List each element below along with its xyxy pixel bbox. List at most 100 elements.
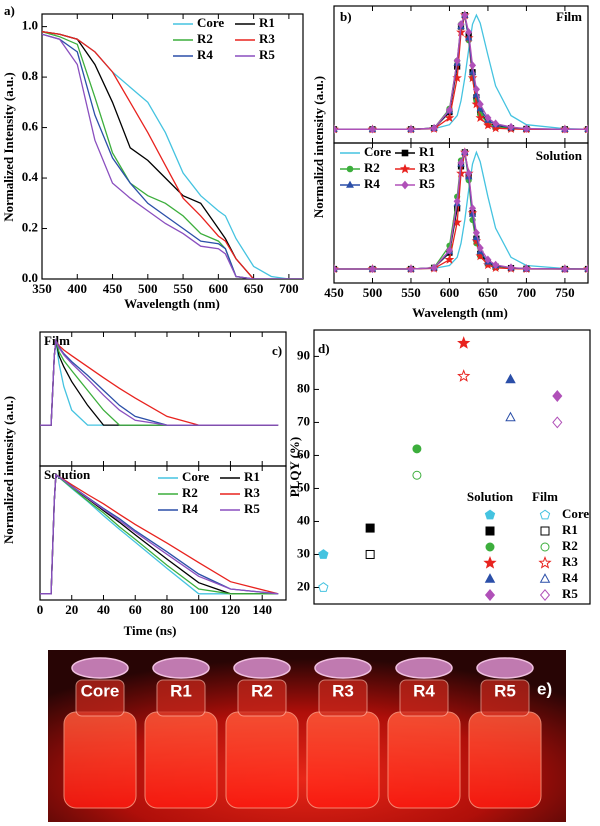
- legend-label: R1: [419, 144, 435, 159]
- legend-label: R3: [244, 485, 260, 500]
- marker: [457, 20, 465, 29]
- marker: [401, 149, 409, 157]
- y-axis-label: Normalized intensity (a.u.): [1, 396, 16, 544]
- y-tick-label: 0.4: [22, 169, 39, 184]
- y-tick-label: 60: [297, 446, 310, 461]
- x-tick-label: 140: [252, 602, 272, 617]
- y-tick-label: 0.0: [22, 270, 38, 285]
- y-tick-label: 0.8: [22, 68, 39, 83]
- legend-label: R3: [259, 31, 275, 46]
- marker: [561, 264, 569, 274]
- series-line: [40, 473, 279, 595]
- marker: [505, 373, 516, 384]
- x-tick-label: 450: [324, 285, 344, 300]
- marker: [492, 260, 500, 270]
- legend-label: R1: [259, 15, 275, 30]
- vial-cap: [152, 657, 210, 679]
- y-tick-label: 50: [297, 479, 310, 494]
- vial-neck: [237, 679, 287, 717]
- x-tick-label: 700: [517, 285, 537, 300]
- marker: [368, 264, 376, 274]
- vial-neck: [399, 679, 449, 717]
- series-line: [334, 14, 588, 130]
- marker: [472, 228, 480, 237]
- plot-frame: [41, 13, 304, 280]
- marker: [430, 263, 438, 272]
- series-group: [334, 147, 588, 274]
- marker: [469, 204, 477, 213]
- marker: [368, 125, 376, 134]
- marker: [445, 105, 453, 115]
- panel-label: a): [4, 3, 15, 18]
- x-tick-label: 80: [160, 602, 173, 617]
- panel-label: c): [272, 343, 282, 358]
- series-line: [42, 33, 303, 279]
- marker: [445, 246, 453, 255]
- marker: [484, 573, 496, 583]
- legend-label: R5: [419, 176, 435, 191]
- x-tick-label: 450: [103, 281, 123, 296]
- marker: [461, 11, 469, 20]
- marker: [453, 56, 461, 65]
- marker: [465, 28, 473, 37]
- marker: [492, 119, 500, 128]
- legend-label: R2: [364, 160, 380, 175]
- series-group: [42, 31, 303, 279]
- x-tick-label: 350: [32, 281, 52, 296]
- series-line: [40, 473, 279, 595]
- marker: [401, 180, 409, 190]
- panel-label: e): [537, 679, 552, 698]
- legend-label: Core: [182, 469, 209, 484]
- plot-frame: [39, 465, 287, 601]
- series-group: [334, 10, 588, 134]
- marker: [522, 264, 530, 273]
- marker: [507, 263, 515, 272]
- y-axis-label: PLQY (%): [287, 437, 302, 498]
- marker: [412, 470, 422, 480]
- marker: [456, 168, 466, 178]
- marker: [485, 526, 495, 536]
- series-group: [40, 338, 279, 426]
- x-tick-label: 20: [65, 602, 78, 617]
- marker: [334, 125, 338, 134]
- marker: [484, 509, 496, 520]
- x-tick-label: 40: [97, 602, 110, 617]
- marker: [457, 369, 471, 382]
- y-tick-label: 70: [297, 413, 310, 428]
- x-axis-label: Time (ns): [124, 623, 177, 638]
- marker: [453, 197, 461, 206]
- legend-label: R1: [244, 469, 260, 484]
- x-axis-label: Wavelength (nm): [412, 305, 508, 320]
- vial-body: [144, 711, 218, 809]
- legend-label: R4: [197, 47, 213, 62]
- marker: [457, 336, 471, 349]
- vial-body: [306, 711, 380, 809]
- marker: [505, 411, 516, 422]
- marker: [407, 264, 415, 274]
- y-tick-label: 90: [297, 347, 310, 362]
- x-tick-label: 500: [138, 281, 158, 296]
- vial-neck: [480, 679, 530, 717]
- x-tick-label: 750: [555, 285, 575, 300]
- vials: Core R1 R2 R3 R4 R5: [63, 657, 542, 809]
- legend-label: Core: [562, 506, 589, 521]
- series-line: [42, 31, 303, 279]
- marker: [476, 100, 484, 109]
- vial-cap: [476, 657, 534, 679]
- series-line: [42, 31, 303, 279]
- panel-tag: Solution: [44, 467, 91, 482]
- marker: [484, 113, 492, 123]
- panel-tag: Film: [44, 333, 70, 348]
- marker: [400, 163, 410, 174]
- y-axis-label: Normalizd intensity (a.u.): [311, 76, 326, 218]
- marker: [485, 542, 495, 552]
- series-line: [42, 31, 303, 279]
- marker: [444, 112, 455, 122]
- vial-cap: [233, 657, 291, 679]
- marker: [539, 509, 551, 520]
- x-tick-label: 700: [279, 281, 299, 296]
- legend-label: R5: [562, 586, 578, 601]
- marker: [472, 85, 480, 94]
- series-line: [40, 473, 279, 595]
